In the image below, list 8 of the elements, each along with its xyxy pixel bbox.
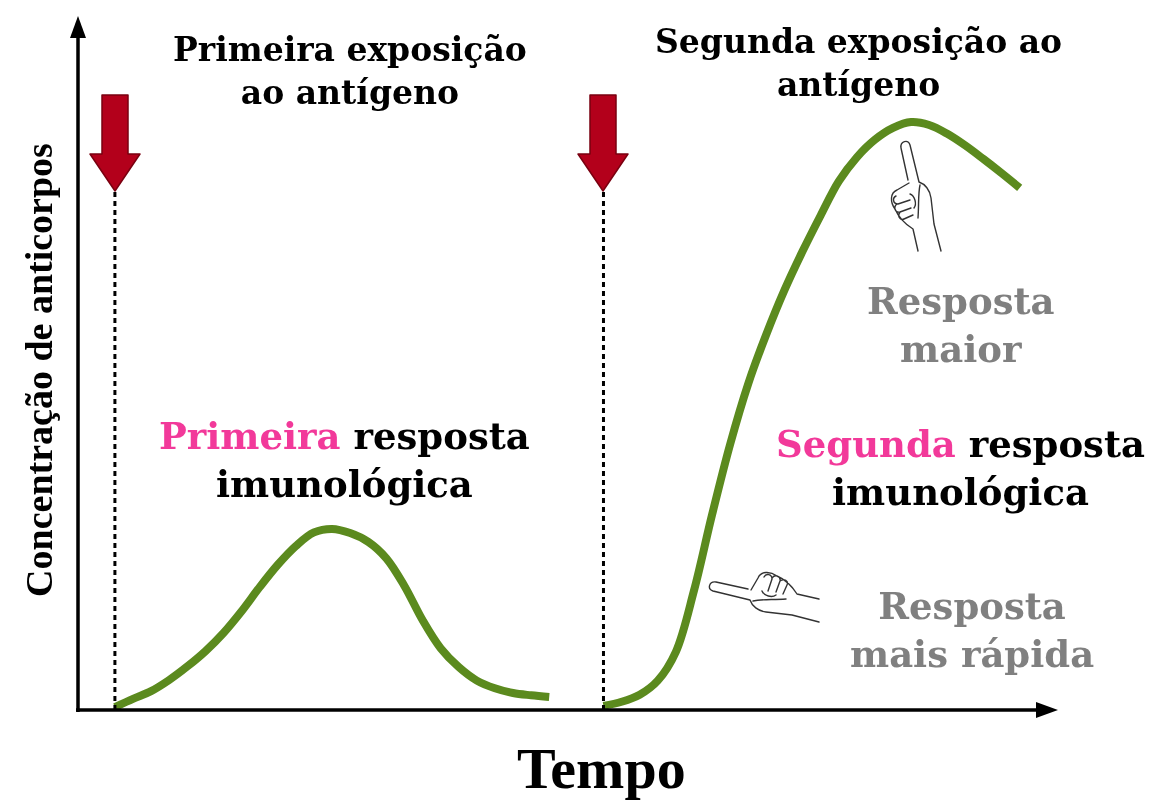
y-axis-title: Concentração de anticorpos [18, 143, 61, 597]
annotation: Resposta mais rápida [850, 584, 1095, 677]
x-axis-title: Tempo [517, 736, 686, 801]
annotation: Resposta maior [867, 279, 1055, 372]
annotation: Segunda resposta imunológica [776, 422, 1145, 515]
text: Segunda exposição ao antígeno [655, 22, 1063, 104]
text: Primeira exposição ao antígeno [173, 30, 527, 112]
annotation: Primeira resposta imunológica [159, 414, 530, 507]
